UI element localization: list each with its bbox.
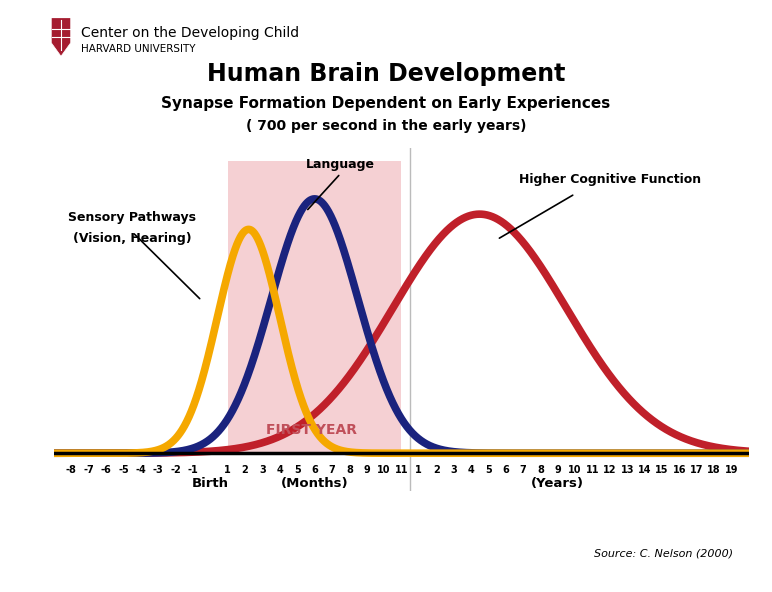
Text: 12: 12 [603, 465, 617, 475]
Text: 14: 14 [638, 465, 652, 475]
Text: 6: 6 [503, 465, 509, 475]
Text: 1: 1 [415, 465, 422, 475]
Text: 7: 7 [329, 465, 335, 475]
Text: 17: 17 [690, 465, 703, 475]
Text: 9: 9 [364, 465, 370, 475]
Text: 10: 10 [378, 465, 391, 475]
Text: -8: -8 [66, 465, 77, 475]
Text: 10: 10 [568, 465, 582, 475]
Text: 8: 8 [537, 465, 543, 475]
Text: 6: 6 [311, 465, 318, 475]
Text: 5: 5 [294, 465, 300, 475]
Text: -3: -3 [153, 465, 164, 475]
Polygon shape [51, 18, 71, 56]
Text: 16: 16 [672, 465, 686, 475]
Text: -5: -5 [118, 465, 129, 475]
Text: Synapse Formation Dependent on Early Experiences: Synapse Formation Dependent on Early Exp… [161, 96, 611, 111]
Text: -7: -7 [83, 465, 94, 475]
Bar [228, 160, 401, 453]
Text: 2: 2 [242, 465, 249, 475]
Text: Human Brain Development: Human Brain Development [207, 62, 565, 86]
Text: 1: 1 [225, 465, 231, 475]
Text: 18: 18 [707, 465, 721, 475]
Text: 19: 19 [725, 465, 738, 475]
Text: 7: 7 [520, 465, 527, 475]
Text: 3: 3 [259, 465, 266, 475]
Text: 5: 5 [485, 465, 492, 475]
Text: Birth: Birth [192, 477, 229, 490]
Text: 3: 3 [450, 465, 457, 475]
Text: (Months): (Months) [281, 477, 348, 490]
Text: (Vision, Hearing): (Vision, Hearing) [73, 231, 191, 244]
Text: 11: 11 [586, 465, 599, 475]
Text: -4: -4 [136, 465, 146, 475]
Text: 11: 11 [394, 465, 408, 475]
Text: (Years): (Years) [531, 477, 584, 490]
Text: 4: 4 [468, 465, 474, 475]
Text: 4: 4 [276, 465, 283, 475]
Text: 8: 8 [346, 465, 353, 475]
Text: FIRST YEAR: FIRST YEAR [266, 423, 357, 437]
Text: -2: -2 [171, 465, 181, 475]
Text: Center on the Developing Child: Center on the Developing Child [81, 25, 300, 40]
Text: Language: Language [306, 158, 375, 171]
Text: 9: 9 [554, 465, 561, 475]
Text: 2: 2 [433, 465, 439, 475]
Text: ( 700 per second in the early years): ( 700 per second in the early years) [245, 119, 527, 133]
Text: 15: 15 [655, 465, 669, 475]
Text: -6: -6 [101, 465, 111, 475]
Text: 13: 13 [621, 465, 634, 475]
Text: Source: C. Nelson (2000): Source: C. Nelson (2000) [594, 549, 733, 558]
Text: Sensory Pathways: Sensory Pathways [68, 211, 196, 224]
Text: HARVARD UNIVERSITY: HARVARD UNIVERSITY [81, 44, 195, 53]
Text: -1: -1 [188, 465, 198, 475]
Text: Higher Cognitive Function: Higher Cognitive Function [519, 173, 701, 186]
